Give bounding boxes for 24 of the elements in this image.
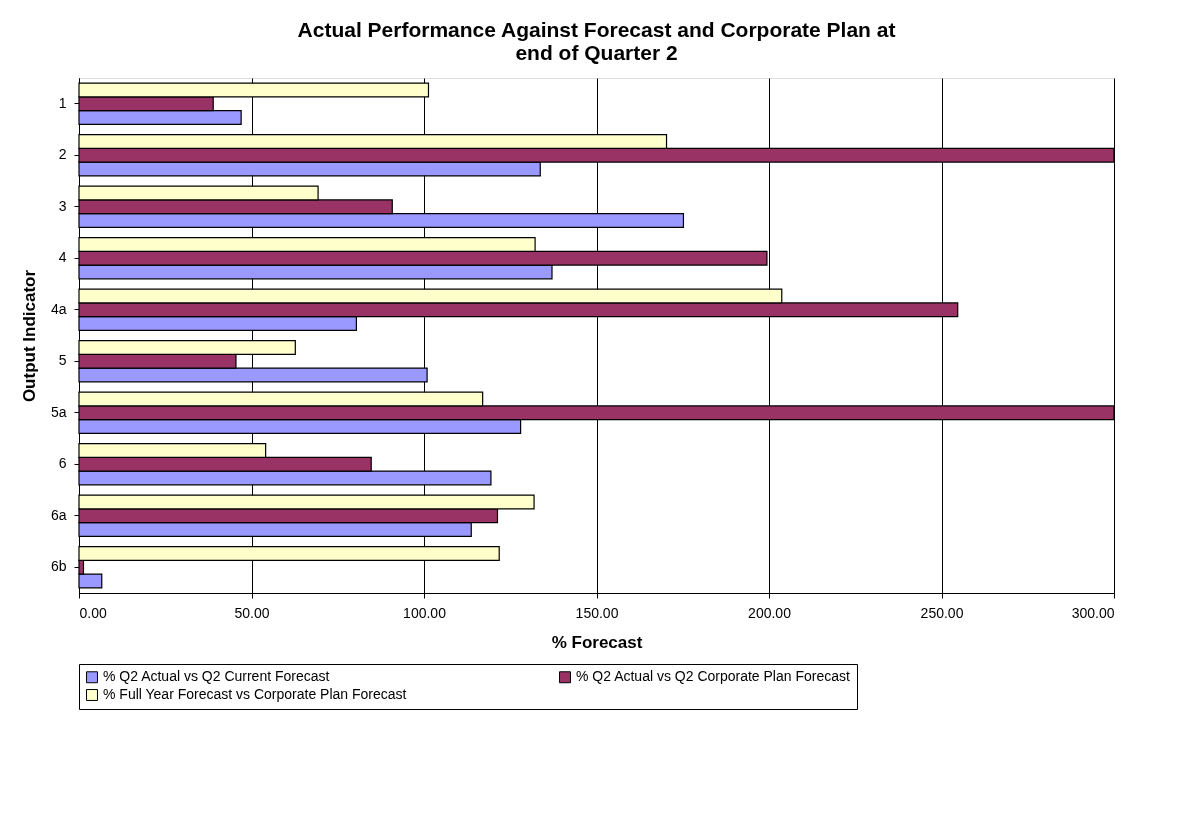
legend-label: % Full Year Forecast vs Corporate Plan Forecast (103, 686, 407, 702)
legend-label: % Q2 Actual vs Q2 Current Forecast (103, 668, 330, 685)
y-tick-label: 6a (50, 506, 67, 523)
y-tick-label: 3 (58, 197, 67, 214)
x-tick-label: 250.00 (920, 604, 964, 621)
y-tick-label: 4 (58, 249, 67, 266)
y-tick-label: 4a (50, 300, 67, 317)
x-tick-label: 0.00 (79, 604, 107, 621)
x-axis-title: % Forecast (551, 632, 643, 652)
y-tick-label: 5a (50, 403, 67, 420)
y-tick-label: 6 (58, 455, 67, 472)
y-tick-label: 1 (58, 94, 67, 111)
x-tick-label: 150.00 (575, 604, 619, 621)
text: end of Quarter 2 (515, 41, 678, 64)
x-tick-label: 300.00 (1071, 604, 1115, 621)
x-tick-label: 200.00 (748, 604, 792, 621)
y-axis-title: Output Indicator (19, 269, 39, 403)
y-tick-label: 6b (50, 558, 67, 575)
legend-label: % Q2 Actual vs Q2 Corporate Plan Forecast (576, 668, 851, 685)
text: Actual Performance Against Forecast and Corporate Plan at (297, 18, 896, 41)
y-tick-label: 2 (58, 146, 67, 163)
x-tick-label: 50.00 (234, 604, 270, 621)
y-tick-label: 5 (58, 352, 67, 369)
x-tick-label: 100.00 (403, 604, 447, 621)
